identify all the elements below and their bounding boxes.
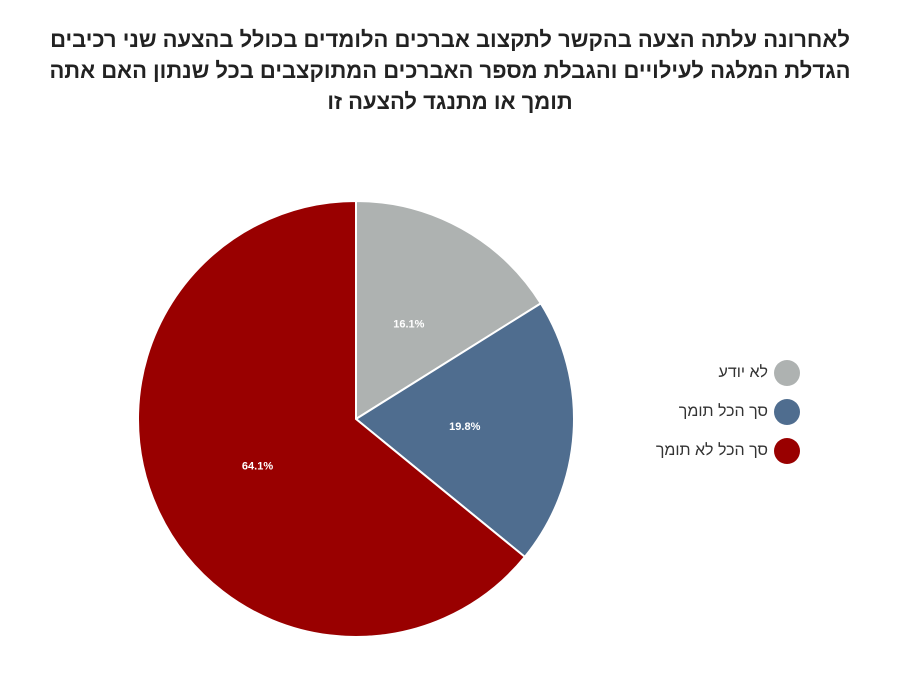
legend-label-support: סך הכל תומך (678, 403, 768, 420)
data-label-not-support: 64.1% (242, 461, 273, 473)
chart-title: לאחרונה עלתה הצעה בהקשר לתקצוב אברכים הל… (20, 24, 880, 117)
chart-title-line-3: תומך או מתנגד להצעה זו (327, 89, 573, 114)
chart-title-line-1: לאחרונה עלתה הצעה בהקשר לתקצוב אברכים הל… (50, 27, 850, 52)
data-label-support: 19.8% (449, 421, 480, 433)
chart-title-line-2: הגדלת המלגה לעילויים והגבלת מספר האברכים… (49, 58, 851, 83)
legend-item-not-support: סך הכל לא תומך (656, 438, 800, 464)
legend-swatch-not-support (774, 438, 800, 464)
legend-swatch-support (774, 399, 800, 425)
legend-label-not-support: סך הכל לא תומך (655, 442, 768, 459)
pie-slice-not-support (137, 199, 527, 638)
data-label-dont-know: 16.1% (393, 319, 424, 331)
legend-swatch-dont-know (774, 360, 800, 386)
legend-item-support: סך הכל תומך (656, 399, 800, 425)
legend-item-dont-know: לא יודע (656, 360, 800, 386)
pie-slice-dont-know (355, 199, 543, 421)
pie-slice-support (354, 301, 575, 559)
legend-label-dont-know: לא יודע (718, 364, 768, 381)
legend: לא יודע סך הכל תומך סך הכל לא תומך (656, 360, 800, 464)
